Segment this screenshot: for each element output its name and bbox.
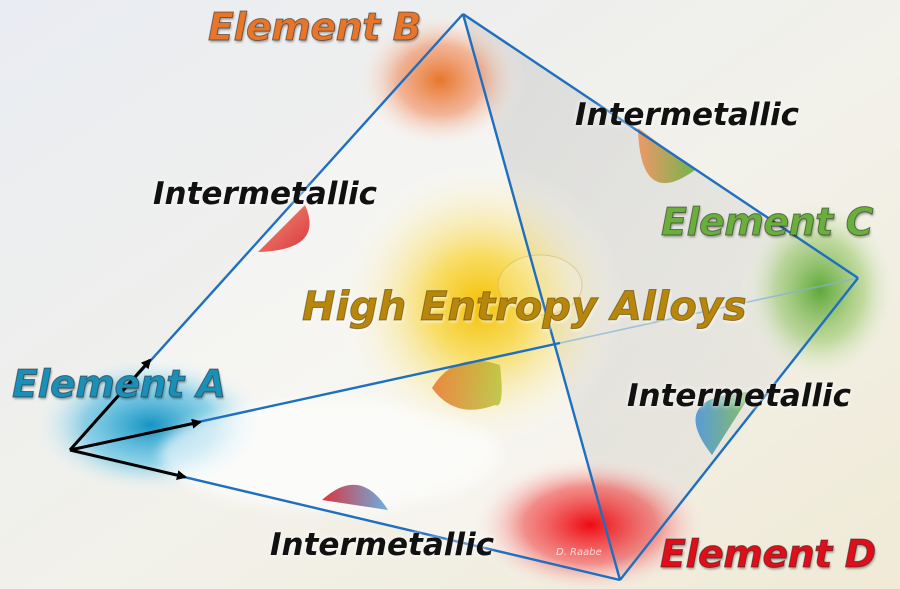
arrow-toward-b	[68, 358, 152, 451]
label-intermetallic-bc: Intermetallic	[575, 97, 800, 133]
arrow-toward-c	[69, 418, 202, 452]
label-element-d: Element D	[660, 532, 877, 576]
label-high-entropy-alloys: High Entropy Alloys	[302, 284, 748, 330]
center-sphere	[497, 254, 583, 316]
glow-element-d	[470, 455, 710, 589]
label-intermetallic-ad: Intermetallic	[270, 527, 495, 563]
label-element-c: Element C	[661, 200, 874, 244]
label-element-b: Element B	[207, 5, 422, 49]
edge-bd	[461, 13, 622, 581]
cap-edge-cd	[695, 392, 752, 455]
arrow-toward-d	[69, 448, 187, 481]
edge-bc	[462, 13, 859, 279]
glow-element-c	[740, 195, 900, 385]
edge-cd	[619, 277, 859, 581]
intermetallic-caps	[258, 128, 752, 510]
tetrahedron-edges	[69, 13, 859, 582]
glow-element-b	[355, 10, 525, 150]
cap-center	[432, 360, 502, 410]
cap-edge-ab	[258, 205, 310, 252]
label-intermetallic-ab: Intermetallic	[153, 176, 378, 212]
label-intermetallic-cd: Intermetallic	[627, 378, 852, 414]
face-bcd	[463, 14, 858, 580]
direction-arrows	[68, 358, 202, 481]
cap-edge-ad	[322, 484, 388, 510]
label-element-a: Element A	[11, 362, 226, 406]
author-credit: D. Raabe	[556, 547, 602, 558]
